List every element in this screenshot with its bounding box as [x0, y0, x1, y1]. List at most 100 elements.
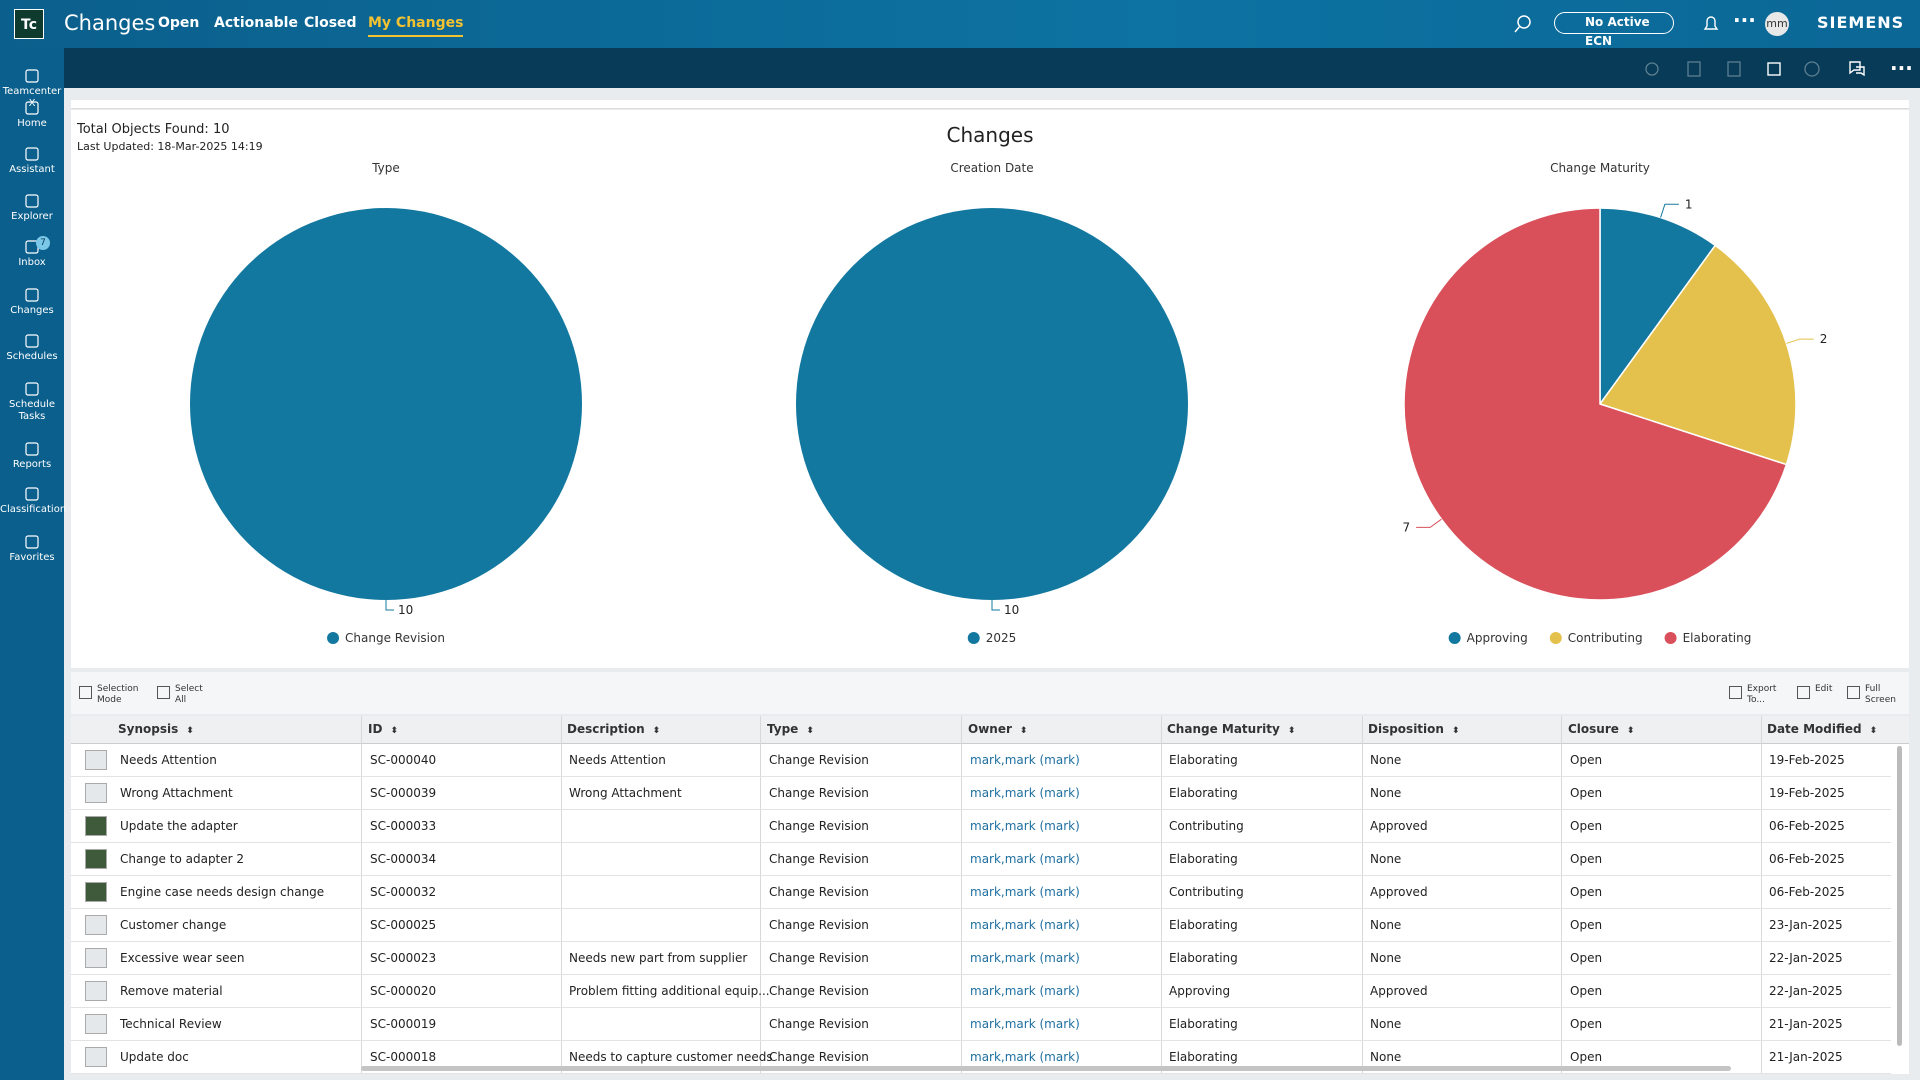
table-cell: 23-Jan-2025	[1769, 918, 1843, 932]
table-cell: SC-000033	[370, 819, 437, 833]
nav-item[interactable]: Teamcenter X	[0, 68, 64, 109]
table-row[interactable]	[71, 876, 1891, 909]
table-cell[interactable]: mark,mark (mark)	[970, 1017, 1080, 1031]
table-cell: SC-000020	[370, 984, 437, 998]
column-header[interactable]: Owner ⬍	[968, 722, 1027, 736]
charts: Type 10 Change Revision Creation Date 10 2025…	[190, 161, 1827, 645]
column-header[interactable]: Synopsis ⬍	[118, 722, 194, 736]
total-count: Total Objects Found: 10	[77, 122, 230, 137]
nav-icon	[25, 442, 39, 456]
column-header[interactable]: Change Maturity ⬍	[1167, 722, 1295, 736]
nav-icon	[25, 535, 39, 549]
nav-item[interactable]: Home	[0, 100, 64, 140]
column-divider	[561, 716, 562, 1074]
column-header[interactable]: Description ⬍	[567, 722, 660, 736]
bell-icon[interactable]	[1700, 13, 1722, 35]
tool-button[interactable]: Select All	[155, 684, 203, 706]
table-cell: Approving	[1169, 984, 1231, 998]
icon-shape	[25, 535, 39, 549]
table-cell: Open	[1570, 918, 1603, 932]
icon-shape	[25, 147, 39, 161]
nav-item[interactable]: Reports	[0, 441, 64, 481]
column-divider	[1561, 716, 1562, 1074]
table-row[interactable]	[71, 810, 1891, 843]
column-header[interactable]: ID ⬍	[368, 722, 398, 736]
nav-item[interactable]: Inbox 7	[0, 236, 64, 279]
avatar[interactable]: mm	[1765, 12, 1789, 36]
leader-line	[385, 600, 394, 611]
ecn-button[interactable]: No Active ECN	[1554, 12, 1674, 48]
table-row[interactable]	[71, 843, 1891, 876]
table-cell[interactable]: mark,mark (mark)	[970, 885, 1080, 899]
logo[interactable]: Tc	[14, 9, 44, 39]
table-cell: SC-000040	[370, 753, 437, 767]
table-row[interactable]	[71, 744, 1891, 777]
nav-icon	[25, 288, 39, 302]
tool-button[interactable]: Selection Mode	[77, 684, 138, 706]
table-cell[interactable]: mark,mark (mark)	[970, 753, 1080, 767]
table-cell: None	[1370, 918, 1402, 932]
h-scrollbar	[361, 1066, 1731, 1071]
table-row[interactable]	[71, 975, 1891, 1008]
column-divider	[961, 716, 962, 1074]
column-header[interactable]: Date Modified ⬍	[1767, 722, 1877, 736]
table-cell[interactable]: mark,mark (mark)	[970, 786, 1080, 800]
legend-swatch	[1448, 632, 1461, 644]
nav-label: Reports	[12, 459, 52, 470]
table-row[interactable]	[71, 942, 1891, 975]
table-row[interactable]	[71, 1008, 1891, 1041]
table-cell: Update the adapter	[120, 819, 238, 833]
table-cell[interactable]: mark,mark (mark)	[970, 852, 1080, 866]
table-cell: Elaborating	[1169, 918, 1238, 932]
nav-label: Favorites	[9, 552, 55, 563]
nav-icon	[25, 240, 39, 254]
toolbar: ···	[64, 48, 1920, 88]
column-header[interactable]: Disposition ⬍	[1368, 722, 1460, 736]
legend-swatch	[1549, 632, 1562, 644]
tab[interactable]: Actionable	[214, 15, 298, 31]
legend: Change Revision	[327, 631, 445, 645]
table-cell: Wrong Attachment	[120, 786, 233, 800]
more-icon[interactable]: ···	[1733, 8, 1756, 32]
table-cell: Approved	[1370, 885, 1428, 899]
tab[interactable]: Open	[158, 15, 200, 31]
tool-button[interactable]: Export To...	[1727, 684, 1776, 706]
table-cell[interactable]: mark,mark (mark)	[970, 984, 1080, 998]
legend-label: 2025	[986, 631, 1017, 645]
table-row[interactable]	[71, 909, 1891, 942]
leader-line	[991, 600, 1000, 611]
nav-item[interactable]: Classification	[0, 486, 66, 526]
leader-line	[1660, 203, 1679, 218]
table-cell: Elaborating	[1169, 1050, 1238, 1064]
sidebar: Teamcenter X Home Assistant Explorer Inbox 7 C…	[0, 48, 66, 1080]
svg-text:···: ···	[1890, 56, 1913, 80]
search-icon[interactable]	[1512, 13, 1534, 35]
column-header[interactable]: Type ⬍	[767, 722, 814, 736]
table-cell[interactable]: mark,mark (mark)	[970, 951, 1080, 965]
table-cell: Change Revision	[769, 885, 869, 899]
nav-item[interactable]: Schedules	[0, 333, 64, 373]
table-cell: Change Revision	[769, 918, 869, 932]
table-row[interactable]	[71, 1041, 1891, 1074]
tool-button[interactable]: Full Screen	[1845, 684, 1896, 706]
column-title: Disposition	[1368, 722, 1444, 736]
table-cell: Change Revision	[769, 1050, 869, 1064]
table-cell[interactable]: mark,mark (mark)	[970, 1050, 1080, 1064]
sort-icon: ⬍	[652, 726, 661, 736]
pie-slice	[190, 208, 582, 600]
table-cell: 19-Feb-2025	[1769, 786, 1845, 800]
tab[interactable]: My Changes	[368, 15, 464, 37]
nav-item[interactable]: Favorites	[0, 534, 64, 574]
tool-button[interactable]: Edit	[1795, 684, 1832, 699]
nav-item[interactable]: Schedule Tasks	[0, 381, 64, 422]
table-cell[interactable]: mark,mark (mark)	[970, 819, 1080, 833]
column-header[interactable]: Closure ⬍	[1568, 722, 1634, 736]
table-cell[interactable]: mark,mark (mark)	[970, 918, 1080, 932]
nav-item[interactable]: Explorer	[0, 193, 64, 233]
nav-item[interactable]: Assistant	[0, 146, 64, 186]
row-icon	[85, 1047, 107, 1067]
tab[interactable]: Closed	[304, 15, 357, 31]
nav-item[interactable]: Changes	[0, 287, 64, 327]
table-row[interactable]	[71, 777, 1891, 810]
